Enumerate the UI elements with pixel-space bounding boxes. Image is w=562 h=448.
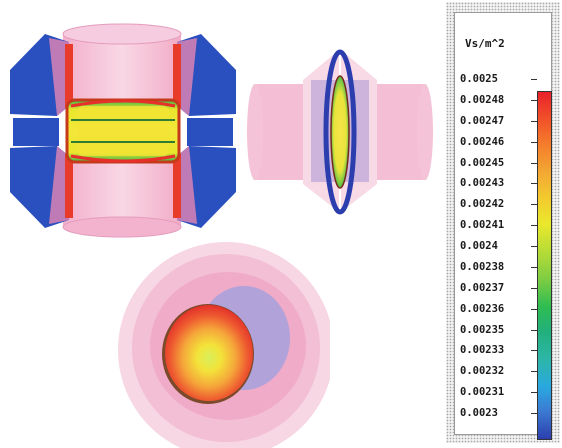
legend-tick [531, 204, 537, 206]
legend-tick [531, 392, 537, 394]
central-disk [65, 98, 181, 164]
legend-label: 0.00243 [460, 177, 505, 190]
legend-tick [531, 162, 537, 164]
legend-tick [531, 350, 537, 352]
legend-label: 0.00246 [460, 135, 505, 148]
legend-tick [531, 99, 537, 101]
side-view-graphic [5, 22, 241, 240]
legend-tick [531, 329, 537, 331]
legend-tick [531, 287, 537, 289]
legend-tick [531, 141, 537, 143]
legend-label: 0.00242 [460, 198, 505, 211]
front-view-render [241, 22, 439, 240]
legend-label: 0.00238 [460, 260, 505, 273]
legend-label: 0.00247 [460, 114, 505, 127]
legend-label: 0.00236 [460, 302, 505, 315]
upper-cylinder [63, 34, 181, 104]
legend-tick [531, 371, 537, 373]
legend-tick [531, 246, 537, 247]
legend-label: 0.00233 [460, 344, 505, 357]
color-scale-bar [537, 91, 552, 440]
legend-label: 0.00245 [460, 156, 505, 169]
right-cylinder [377, 84, 425, 180]
legend-label: 0.00231 [460, 386, 505, 399]
oblique-view-render [116, 242, 330, 448]
legend-label: 0.0024 [460, 240, 498, 252]
legend-tick [531, 225, 537, 227]
upper-cylinder-cap [62, 23, 182, 45]
left-gap-block [13, 118, 59, 146]
legend-box: Vs/m^2 0.0025 0.00248 0.00247 0.00246 0.0024… [454, 12, 552, 440]
legend-label: 0.00241 [460, 219, 505, 232]
legend-tick [531, 120, 537, 122]
legend-label: 0.00237 [460, 281, 505, 294]
legend-tick [531, 413, 537, 414]
oblique-disk [165, 305, 253, 401]
blue-ring [323, 49, 357, 215]
legend-label: 0.0025 [460, 73, 498, 85]
legend-label: 0.00232 [460, 365, 505, 378]
legend-label: 0.00235 [460, 323, 505, 336]
right-gap-block [187, 118, 233, 146]
lower-cylinder-cap [62, 216, 182, 238]
lower-cylinder [63, 162, 181, 227]
legend-label: 0.0023 [460, 407, 498, 419]
legend-tick [531, 266, 537, 268]
legend-tick [531, 183, 537, 185]
left-cylinder [255, 84, 303, 180]
legend-label: 0.00248 [460, 93, 505, 106]
legend-tick [531, 308, 537, 310]
legend-tick [531, 79, 537, 80]
front-disk [330, 75, 350, 189]
legend-panel: Vs/m^2 0.0025 0.00248 0.00247 0.00246 0.0024… [446, 2, 560, 443]
oblique-view-graphic [116, 242, 330, 448]
front-view-graphic [241, 22, 439, 240]
side-view-render [5, 22, 241, 240]
legend-unit: Vs/m^2 [465, 37, 505, 50]
legend-labels: 0.0025 0.00248 0.00247 0.00246 0.00245 0.0024… [455, 13, 551, 434]
